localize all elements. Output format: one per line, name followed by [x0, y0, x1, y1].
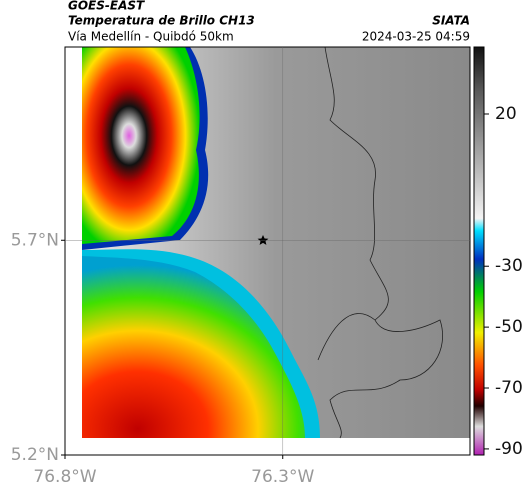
- map-frame: [64, 46, 471, 456]
- colorbar-tick-label: -90: [495, 439, 523, 459]
- cold-cloud-south: [82, 256, 305, 438]
- cold-cloud-north: [82, 47, 200, 244]
- colorbar-tick-label: -50: [495, 317, 523, 337]
- satellite: GOES-EAST: [68, 0, 145, 13]
- border: [317, 313, 376, 361]
- x-tick-label: 76.3°W: [251, 467, 314, 487]
- y-tick-label: 5.7°N: [11, 230, 59, 250]
- colorbar-tick-label: 20: [495, 104, 517, 124]
- y-tick-label: 5.2°N: [11, 445, 59, 465]
- imagery: [82, 46, 470, 439]
- subtitle: Vía Medellín - Quibdó 50km: [68, 30, 234, 44]
- colorbar-tick-label: -30: [495, 256, 523, 276]
- border: [324, 46, 443, 439]
- source: SIATA: [432, 14, 470, 28]
- product: Temperatura de Brillo CH13: [68, 14, 255, 28]
- x-tick-label: 76.8°W: [33, 467, 96, 487]
- city-marker: [257, 235, 269, 245]
- colorbar: [473, 46, 485, 456]
- datetime: 2024-03-25 04:59: [362, 30, 470, 44]
- colorbar-tick-label: -70: [495, 378, 523, 398]
